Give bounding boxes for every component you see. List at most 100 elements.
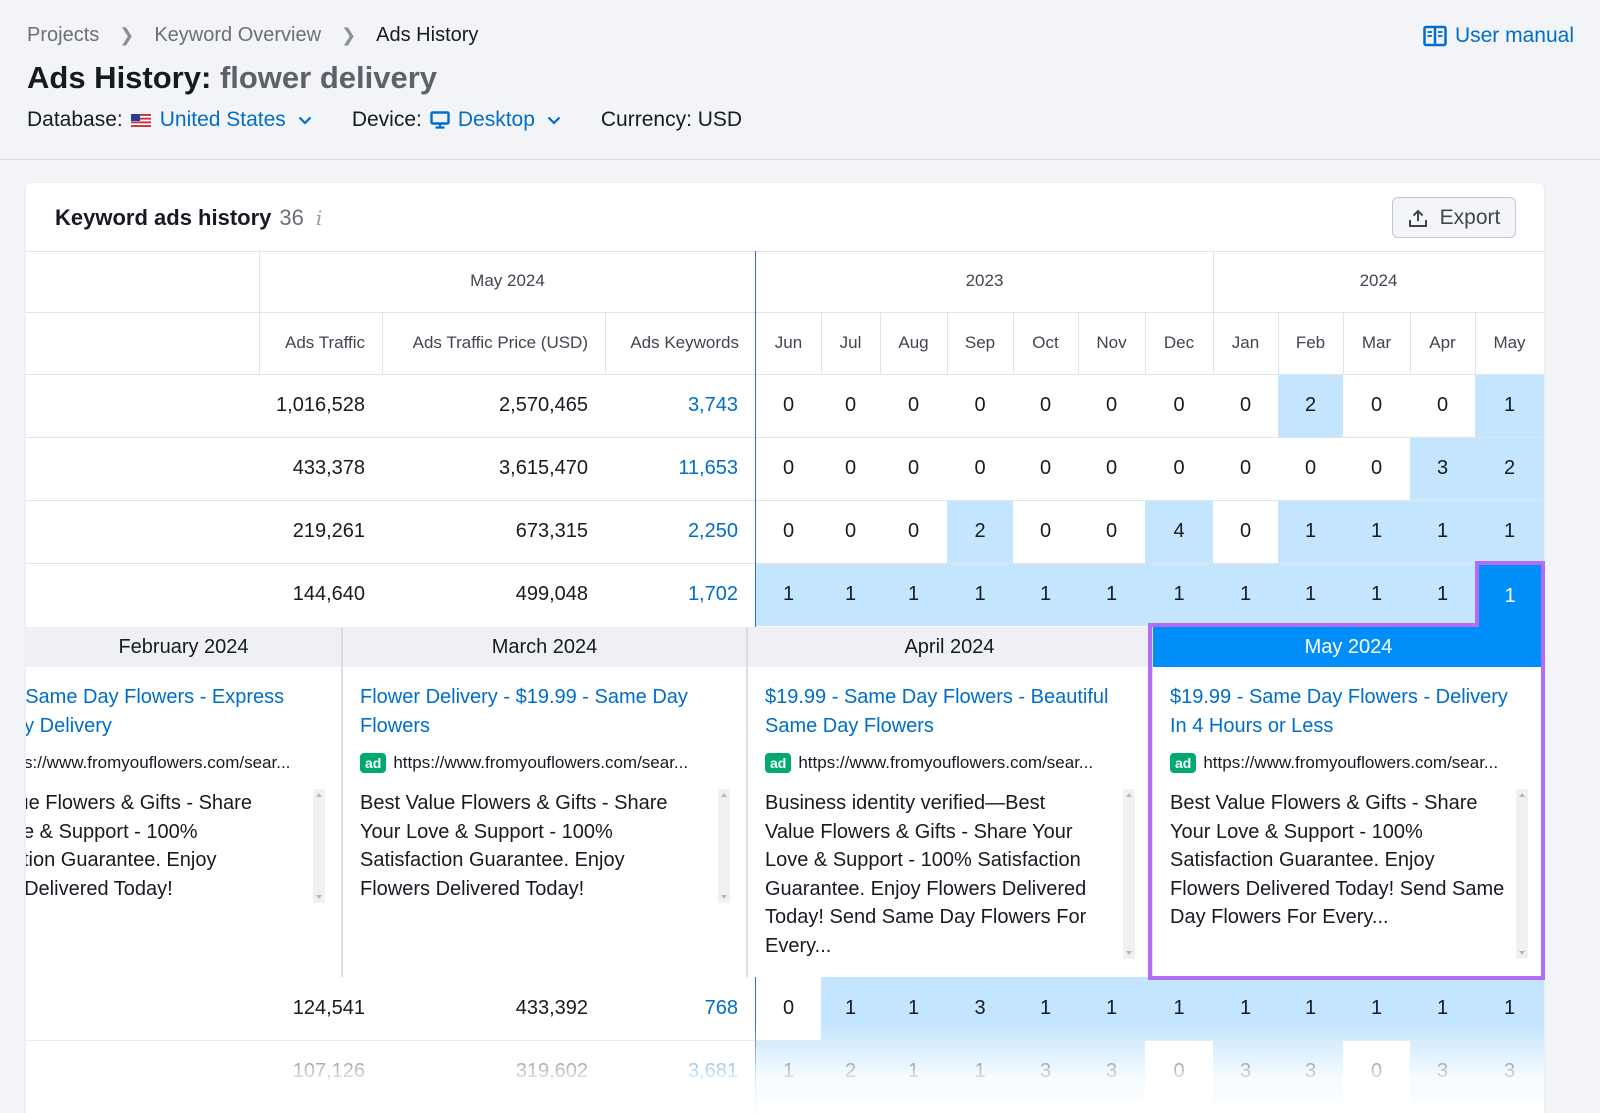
month-header-apr[interactable]: Apr [1429, 333, 1456, 352]
cell-month-count[interactable]: 1 [1370, 520, 1383, 542]
cell-month-count[interactable]: 0 [1039, 520, 1052, 542]
cell-month-count[interactable]: 0 [1105, 394, 1118, 416]
cell-month-count[interactable]: 1 [1436, 520, 1449, 542]
ads-keywords-header[interactable]: Ads Keywords [630, 333, 739, 352]
cell-month-count[interactable]: 1 [782, 583, 795, 605]
ad-url[interactable]: ad https://www.fromyouflowers.com/sear..… [765, 753, 1093, 773]
month-header-dec[interactable]: Dec [1163, 333, 1195, 352]
selected-cell[interactable]: 1 [1479, 565, 1541, 627]
ad-description-scrollbar[interactable] [718, 789, 730, 903]
ad-description-scrollbar[interactable] [313, 789, 325, 903]
cell-month-count[interactable]: 0 [1239, 457, 1252, 479]
cell-month-count[interactable]: 0 [907, 520, 920, 542]
cell-month-count[interactable]: 1 [1304, 997, 1317, 1019]
cell-month-count[interactable]: 0 [1039, 457, 1052, 479]
cell-month-count[interactable]: 1 [1503, 394, 1516, 416]
cell-month-count[interactable]: 0 [782, 997, 795, 1019]
cell-keywords[interactable]: 11,653 [678, 457, 738, 479]
cell-keywords[interactable]: 2,250 [687, 520, 738, 542]
cell-month-count[interactable]: 0 [782, 457, 795, 479]
month-header-feb[interactable]: Feb [1295, 333, 1326, 352]
month-header-jun[interactable]: Jun [774, 333, 803, 352]
cell-month-count[interactable]: 2 [1304, 394, 1317, 416]
month-header-nov[interactable]: Nov [1096, 333, 1127, 352]
cell-month-count[interactable]: 1 [1503, 997, 1516, 1019]
cell-month-count[interactable]: 0 [782, 520, 795, 542]
cell-month-count[interactable]: 1 [1304, 583, 1317, 605]
ad-description-scrollbar[interactable] [1123, 789, 1135, 959]
cell-month-count[interactable]: 0 [1304, 457, 1317, 479]
cell-month-count[interactable]: 3 [1436, 457, 1449, 479]
cell-month-count[interactable]: 1 [907, 583, 920, 605]
cell-month-count[interactable]: 0 [1173, 457, 1185, 479]
cell-month-count[interactable]: 3 [974, 997, 986, 1019]
cell-month-count[interactable]: 0 [1039, 394, 1052, 416]
month-header-sep[interactable]: Sep [964, 333, 996, 352]
month-header-may[interactable]: May [1493, 333, 1526, 352]
month-header-jan[interactable]: Jan [1231, 333, 1260, 352]
info-icon[interactable]: i [315, 206, 323, 230]
cell-month-count[interactable]: 1 [1105, 583, 1118, 605]
cell-month-count[interactable]: 1 [1436, 583, 1449, 605]
cell-month-count[interactable]: 2 [974, 520, 986, 542]
cell-month-count[interactable]: 1 [844, 997, 857, 1019]
export-button[interactable]: Export [1392, 197, 1516, 238]
cell-month-count[interactable]: 2 [1503, 457, 1516, 479]
cell-month-count[interactable]: 1 [1039, 583, 1052, 605]
cell-month-count[interactable]: 1 [1239, 997, 1252, 1019]
cell-month-count[interactable]: 1 [1503, 520, 1516, 542]
cell-month-count[interactable]: 1 [974, 583, 986, 605]
cell-month-count[interactable]: 1 [907, 997, 920, 1019]
device-dropdown[interactable]: Desktop [430, 108, 561, 132]
cell-month-count[interactable]: 1 [1436, 997, 1449, 1019]
ad-headline[interactable]: $19.99 - Same Day Flowers - Beautiful Sa… [765, 683, 1148, 741]
cell-month-count[interactable]: 0 [1370, 394, 1383, 416]
cell-month-count[interactable]: 0 [844, 520, 857, 542]
cell-month-count[interactable]: 0 [974, 457, 986, 479]
cell-month-count[interactable]: 0 [1173, 394, 1185, 416]
ads-traffic-header[interactable]: Ads Traffic [285, 333, 365, 352]
month-header-mar[interactable]: Mar [1361, 333, 1392, 352]
ad-url[interactable]: ad https://www.fromyouflowers.com/sear..… [360, 753, 688, 773]
ad-url[interactable]: s://www.fromyouflowers.com/sear... [26, 753, 290, 773]
cell-month-count[interactable]: 0 [907, 394, 920, 416]
cell-month-count[interactable]: 1 [1173, 997, 1185, 1019]
cell-month-count[interactable]: 1 [1105, 997, 1118, 1019]
cell-month-count[interactable]: 1 [1173, 583, 1185, 605]
highlight-cell [947, 563, 1013, 626]
cell-month-count[interactable]: 1 [1304, 520, 1317, 542]
ad-headline[interactable]: $19.99 - Same Day Flowers - Delivery In … [1170, 683, 1541, 741]
cell-month-count[interactable]: 0 [907, 457, 920, 479]
ads-traffic-price-header[interactable]: Ads Traffic Price (USD) [412, 333, 588, 352]
cell-month-count[interactable]: 0 [1436, 394, 1449, 416]
cell-keywords[interactable]: 1,702 [687, 583, 738, 605]
cell-month-count[interactable]: 1 [844, 583, 857, 605]
ad-headline[interactable]: - Same Day Flowers - Express ay Delivery [26, 683, 338, 741]
cell-month-count[interactable]: 0 [844, 394, 857, 416]
cell-month-count[interactable]: 1 [1370, 583, 1383, 605]
cell-month-count[interactable]: 4 [1173, 520, 1185, 542]
cell-month-count[interactable]: 1 [1370, 997, 1383, 1019]
cell-month-count[interactable]: 0 [782, 394, 795, 416]
month-header-jul[interactable]: Jul [839, 333, 862, 352]
breadcrumb-projects[interactable]: Projects [27, 24, 100, 46]
cell-month-count[interactable]: 0 [844, 457, 857, 479]
cell-month-count[interactable]: 1 [1239, 583, 1252, 605]
cell-keywords[interactable]: 768 [704, 997, 738, 1019]
month-header-aug[interactable]: Aug [898, 333, 929, 352]
ad-url[interactable]: ad https://www.fromyouflowers.com/sear..… [1170, 753, 1498, 773]
cell-month-count[interactable]: 0 [1239, 394, 1252, 416]
cell-month-count[interactable]: 0 [974, 394, 986, 416]
month-header-oct[interactable]: Oct [1032, 333, 1059, 352]
cell-month-count[interactable]: 0 [1105, 457, 1118, 479]
cell-month-count[interactable]: 1 [1039, 997, 1052, 1019]
cell-month-count[interactable]: 0 [1370, 457, 1383, 479]
database-dropdown[interactable]: United States [130, 108, 312, 132]
ad-headline[interactable]: Flower Delivery - $19.99 - Same Day Flow… [360, 683, 743, 741]
breadcrumb-keyword-overview[interactable]: Keyword Overview [154, 24, 322, 46]
cell-keywords[interactable]: 3,743 [687, 394, 738, 416]
user-manual-link[interactable]: User manual [1423, 24, 1574, 48]
cell-month-count[interactable]: 0 [1239, 520, 1252, 542]
cell-month-count[interactable]: 0 [1105, 520, 1118, 542]
ad-description-scrollbar[interactable] [1516, 789, 1528, 959]
